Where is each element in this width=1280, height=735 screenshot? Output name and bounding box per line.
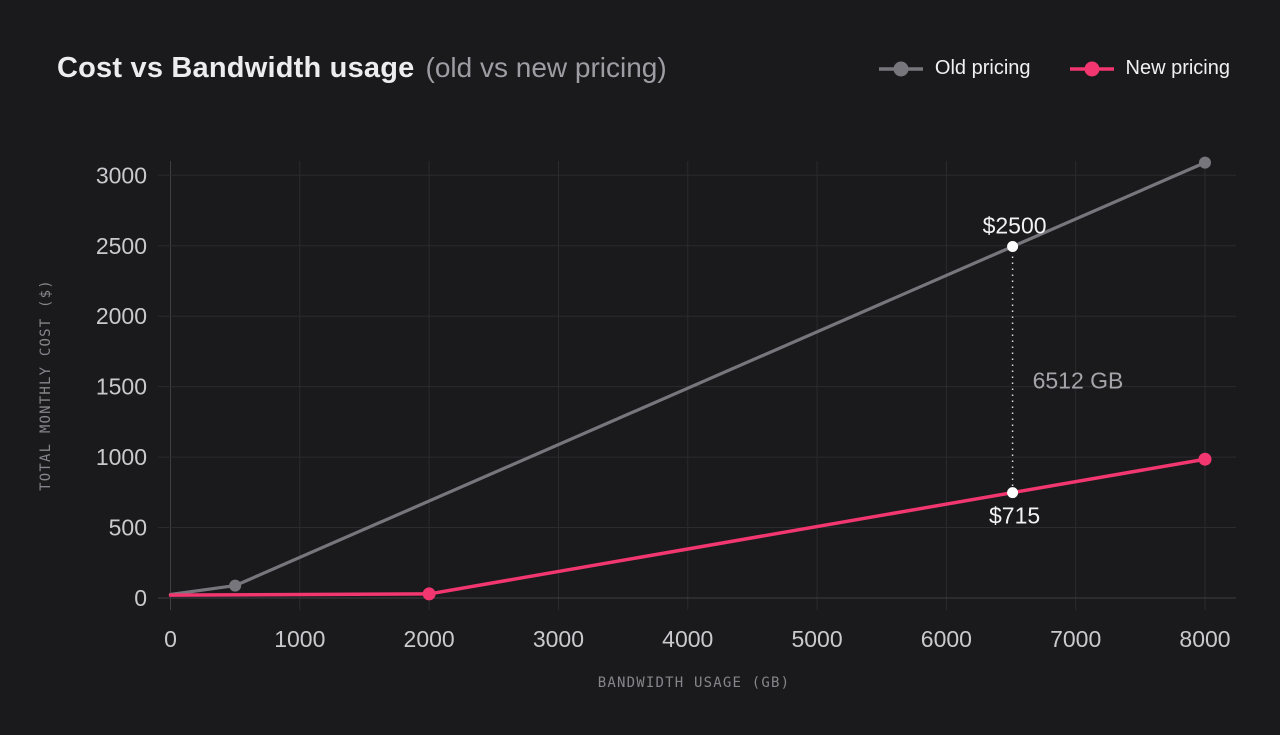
chart-title: Cost vs Bandwidth usage	[57, 52, 415, 84]
y-tick-label: 500	[109, 515, 147, 541]
x-tick-label: 2000	[404, 626, 455, 652]
y-tick-label: 3000	[96, 162, 147, 188]
y-tick-label: 2500	[96, 233, 147, 259]
chart-legend: Old pricing New pricing	[878, 57, 1230, 80]
x-tick-label: 6000	[921, 626, 972, 652]
x-tick-label: 7000	[1050, 626, 1101, 652]
series-marker-new-pricing	[422, 587, 436, 601]
legend-label-new-pricing: New pricing	[1125, 57, 1230, 79]
x-tick-label: 3000	[533, 626, 584, 652]
x-tick-label: 0	[164, 626, 177, 652]
legend-item-old-pricing[interactable]: Old pricing	[878, 57, 1031, 80]
x-tick-label: 8000	[1179, 626, 1230, 652]
chart-header: Cost vs Bandwidth usage (old vs new pric…	[57, 52, 1230, 85]
y-axis-title: TOTAL MONTHLY COST ($)	[38, 279, 54, 491]
page-title: Cost vs Bandwidth usage (old vs new pric…	[57, 52, 667, 85]
y-tick-label: 0	[134, 585, 147, 611]
x-tick-label: 4000	[662, 626, 713, 652]
new-pricing-annotation-dot	[1007, 487, 1019, 499]
old-pricing-annotation-dot	[1007, 241, 1019, 253]
x-tick-label: 5000	[791, 626, 842, 652]
bandwidth-annotation-label: 6512 GB	[1033, 368, 1124, 394]
series-marker-old-pricing	[1199, 156, 1211, 169]
old-cost-annotation-label: $2500	[983, 213, 1047, 239]
legend-item-new-pricing[interactable]: New pricing	[1069, 57, 1230, 80]
old-pricing-line-marker-icon	[878, 61, 923, 76]
y-tick-label: 2000	[96, 303, 147, 329]
legend-label-old-pricing: Old pricing	[934, 57, 1031, 79]
x-tick-label: 1000	[274, 626, 325, 652]
new-pricing-line-marker-icon	[1069, 61, 1114, 76]
series-marker-new-pricing	[1198, 452, 1212, 466]
y-tick-label: 1000	[96, 444, 147, 470]
x-axis-title: BANDWIDTH USAGE (GB)	[597, 675, 791, 691]
y-tick-label: 1500	[96, 374, 147, 400]
series-marker-old-pricing	[229, 579, 242, 592]
chart-subtitle: (old vs new pricing)	[425, 52, 667, 83]
new-cost-annotation-label: $715	[989, 503, 1040, 529]
